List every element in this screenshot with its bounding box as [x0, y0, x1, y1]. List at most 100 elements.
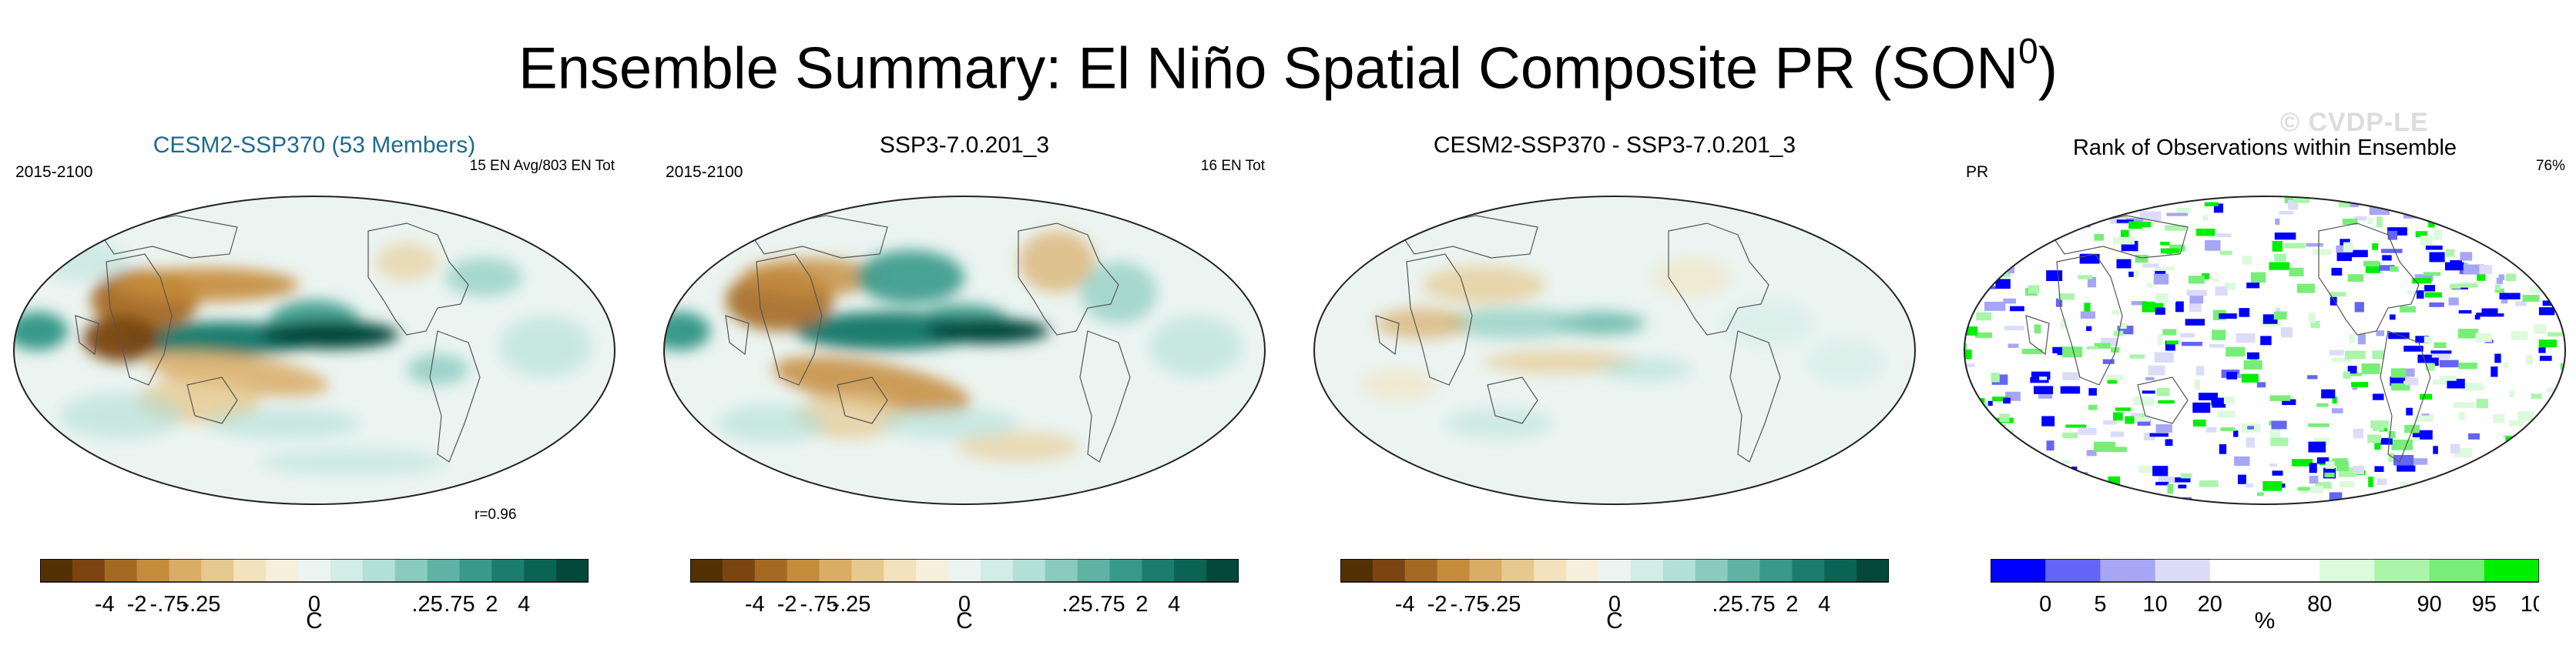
anomaly-region — [1080, 262, 1157, 323]
colorbar-swatch — [2045, 559, 2101, 582]
colorbar-tick-label: .75 — [444, 592, 475, 617]
colorbar-tick-label: -.75 — [150, 592, 189, 617]
rank-map — [1963, 196, 2567, 505]
colorbar-unit: C — [306, 608, 323, 634]
colorbar-swatch — [556, 559, 589, 582]
anomaly-region — [206, 408, 361, 439]
panel-title: CESM2-SSP370 (53 Members) — [153, 132, 476, 158]
watermark: © CVDP-LE — [2280, 108, 2429, 137]
colorbar-swatch — [690, 559, 723, 582]
anomaly-region — [1376, 308, 1468, 339]
colorbar-tick-label: 0 — [958, 592, 971, 617]
anomaly-region — [1422, 266, 1545, 304]
colorbar-swatch — [819, 559, 852, 582]
anomaly-region — [773, 356, 971, 414]
colorbar-swatch — [2100, 559, 2156, 582]
colorbar-tick-label: -.25 — [1482, 592, 1521, 617]
colorbar-tick-label: -.25 — [182, 592, 220, 617]
anomaly-region — [1653, 258, 1730, 296]
anomaly-region — [1360, 370, 1437, 400]
colorbar-swatch — [1340, 559, 1374, 582]
colorbar-swatch — [884, 559, 917, 582]
colorbar-swatch — [754, 559, 788, 582]
colorbar-swatch — [1012, 559, 1046, 582]
panel-difference: CESM2-SSP370 - SSP3-7.0.201_3 -4 -2 -.75 -.… — [1306, 115, 1923, 654]
colorbar-unit: C — [956, 608, 973, 634]
colorbar-tick-label: .25 — [411, 592, 442, 617]
colorbar-swatch — [201, 559, 234, 582]
colorbar-swatch — [491, 559, 525, 582]
anomaly-region — [445, 258, 522, 296]
composite-map — [12, 196, 616, 505]
colorbar-swatch — [948, 559, 981, 582]
colorbar-swatch — [40, 559, 73, 582]
anomaly-region — [1149, 316, 1242, 377]
colorbar-swatch — [787, 559, 820, 582]
map-field — [1964, 196, 2565, 504]
colorbar: -4 -2 -.75-.25 0 .25.75 2 4 — [1340, 559, 1889, 617]
colorbar-swatch — [1142, 559, 1175, 582]
colorbar-tick-label: .25 — [1062, 592, 1092, 617]
colorbar-swatch — [2374, 559, 2430, 582]
anomaly-region — [83, 316, 160, 362]
anomaly-region — [260, 448, 445, 476]
panel-title: Rank of Observations within Ensemble — [2072, 135, 2457, 160]
colorbar-swatch — [1174, 559, 1207, 582]
colorbar-tick-label: 2 — [485, 592, 498, 617]
colorbar-swatch — [72, 559, 106, 582]
variable-label: PR — [1966, 163, 1989, 181]
coastlines — [725, 215, 1131, 504]
colorbar-swatch — [2429, 559, 2485, 582]
coastlines — [75, 215, 481, 504]
colorbar-swatch — [1469, 559, 1502, 582]
map-border — [1963, 196, 2567, 505]
anomaly-region — [1599, 358, 1692, 381]
colorbar-tick-label: -2 — [127, 592, 147, 617]
panel-title: CESM2-SSP370 - SSP3-7.0.201_3 — [1433, 132, 1796, 158]
colorbar-swatch — [394, 559, 428, 582]
colorbar-swatch — [1630, 559, 1664, 582]
anomaly-region — [664, 312, 710, 350]
colorbar-tick-label: -2 — [777, 592, 797, 617]
colorbar-tick-label: 90 — [2417, 592, 2441, 617]
colorbar-swatch — [1534, 559, 1567, 582]
colorbar-swatch — [104, 559, 138, 582]
colorbar-swatch — [136, 559, 170, 582]
anomaly-region — [60, 393, 183, 439]
colorbar-swatch — [1695, 559, 1729, 582]
panel-rank: Rank of Observations within Ensemble PR … — [1957, 115, 2573, 654]
colorbar-tick-label: -.75 — [1451, 592, 1489, 617]
anomaly-region — [1807, 339, 1884, 385]
map-field — [664, 196, 1265, 504]
colorbar-frame — [40, 559, 589, 583]
colorbar-swatch — [2265, 559, 2320, 582]
colorbar-tick-label: 10 — [2142, 592, 2167, 617]
map-field — [1314, 196, 1915, 504]
colorbar-swatch — [1404, 559, 1438, 582]
colorbar-tick-label: 2 — [1786, 592, 1798, 617]
composite-map — [662, 196, 1266, 505]
colorbar-swatch — [1077, 559, 1110, 582]
page-title: Ensemble Summary: El Niño Spatial Compos… — [518, 31, 2058, 102]
coastlines — [2025, 215, 2431, 504]
colorbar-swatch — [427, 559, 460, 582]
anomaly-region — [880, 408, 1018, 439]
map-border — [12, 196, 616, 505]
colorbar-swatch — [2209, 559, 2266, 582]
colorbar: -4 -2 -.75-.25 0 .25.75 2 4 — [40, 559, 589, 617]
percent-label: 76% — [2535, 158, 2565, 174]
colorbar-tick-label: -4 — [1395, 592, 1415, 617]
anomaly-region — [857, 250, 964, 304]
anomaly-region — [1018, 231, 1095, 293]
anomaly-region — [407, 354, 468, 385]
panel-ensemble-mean: CESM2-SSP370 (53 Members) 2015-2100 15 E… — [6, 115, 622, 654]
period-label: 2015-2100 — [666, 163, 743, 181]
colorbar-swatch — [2319, 559, 2375, 582]
colorbar-tick-label: -2 — [1427, 592, 1447, 617]
colorbar-frame — [1991, 559, 2539, 583]
colorbar-tick-label: -4 — [745, 592, 765, 617]
colorbar-swatch — [1792, 559, 1825, 582]
colorbar-tick-label: 95 — [2472, 592, 2497, 617]
colorbar-tick-label: 5 — [2094, 592, 2106, 617]
anomaly-region — [718, 404, 826, 443]
